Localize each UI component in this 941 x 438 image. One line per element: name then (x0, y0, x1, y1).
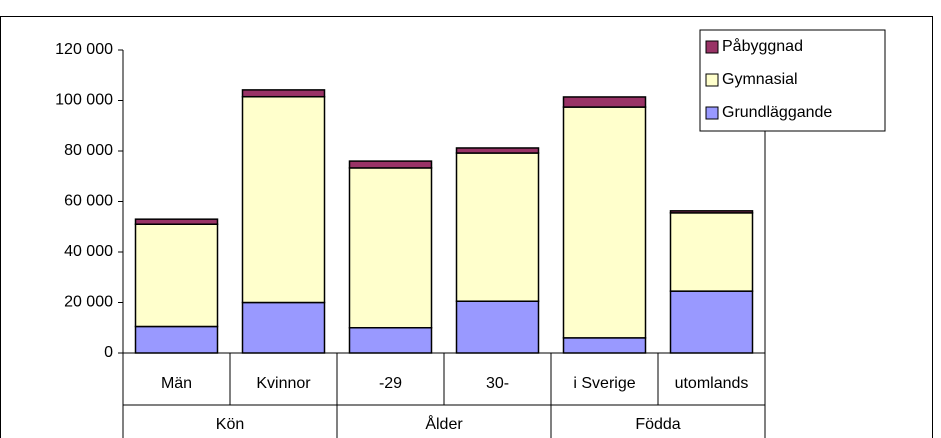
chart-frame (0, 16, 933, 438)
bar-segment (241, 301, 326, 354)
x-tick-label: -29 (379, 375, 402, 392)
legend (699, 29, 886, 132)
bar-segment (669, 290, 754, 354)
x-tick-label: Kvinnor (256, 375, 311, 392)
bar-segment (348, 167, 433, 329)
bar-segment (241, 89, 326, 98)
legend-label: Grundläggande (722, 104, 832, 121)
bar-segment (455, 300, 540, 354)
bar-segment (669, 210, 754, 214)
legend-swatch (705, 73, 719, 87)
bar-segment (134, 218, 219, 225)
legend-swatch (705, 40, 719, 54)
y-tick-label: 80 000 (64, 142, 113, 159)
x-tick-label: i Sverige (573, 375, 635, 392)
x-tick-label: 30- (486, 375, 509, 392)
bar-segment (455, 152, 540, 302)
y-tick-label: 0 (104, 344, 113, 361)
bar-segment (562, 106, 647, 339)
bar-segment (241, 95, 326, 304)
bar-segment (348, 327, 433, 354)
y-tick-label: 20 000 (64, 294, 113, 311)
y-tick-label: 40 000 (64, 243, 113, 260)
bar-segment (348, 160, 433, 169)
y-tick-label: 60 000 (64, 193, 113, 210)
group-label: Födda (635, 416, 680, 433)
bar-segment (669, 212, 754, 292)
bar-segment (562, 337, 647, 354)
group-label: Kön (216, 416, 244, 433)
bar-segment (134, 223, 219, 328)
x-tick-label: utomlands (675, 375, 749, 392)
bar-segment (455, 147, 540, 154)
x-tick-label: Män (161, 375, 192, 392)
bar-segment (562, 96, 647, 108)
bar-segment (134, 325, 219, 354)
y-tick-label: 120 000 (55, 41, 113, 58)
legend-label: Gymnasial (722, 71, 798, 88)
y-tick-label: 100 000 (55, 92, 113, 109)
group-label: Ålder (425, 414, 463, 433)
legend-swatch (705, 106, 719, 120)
legend-label: Påbyggnad (722, 37, 803, 55)
